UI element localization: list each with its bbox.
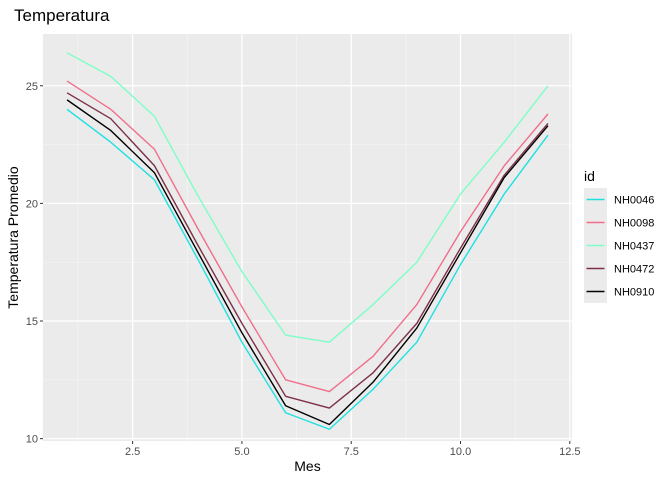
x-axis-title: Mes	[294, 458, 320, 474]
y-axis: 10 15 20 25	[26, 81, 43, 446]
plot-panel	[43, 34, 572, 441]
chart-title: Temperatura	[14, 6, 110, 25]
series-line-nh0098	[66, 80, 549, 393]
y-tick-label: 25	[26, 81, 38, 93]
x-tick-label: 7.5	[344, 446, 359, 458]
legend-title: id	[584, 168, 595, 184]
y-axis-title: Temperatura Promedio	[5, 166, 21, 309]
x-axis: 2.5 5.0 7.5 10.0 12.5	[125, 441, 581, 458]
y-tick-label: 20	[26, 198, 38, 210]
legend-label: NH0437	[614, 241, 654, 253]
legend-label: NH0098	[614, 218, 654, 230]
series-line-nh0472	[66, 92, 549, 409]
x-tick-label: 12.5	[559, 446, 580, 458]
y-tick-label: 10	[26, 434, 38, 446]
legend-label: NH0910	[614, 287, 654, 299]
legend-label: NH0046	[614, 195, 654, 207]
series-line-nh0437	[66, 52, 549, 343]
series-lines	[66, 52, 549, 430]
legend-label: NH0472	[614, 264, 654, 276]
x-tick-label: 2.5	[125, 446, 140, 458]
series-line-nh0046	[66, 108, 549, 430]
x-tick-label: 10.0	[450, 446, 471, 458]
series-line-nh0910	[66, 99, 549, 426]
y-tick-label: 15	[26, 316, 38, 328]
x-tick-label: 5.0	[234, 446, 249, 458]
legend: id NH0046 NH0098 NH0437 NH0472 NH0910	[584, 168, 654, 303]
